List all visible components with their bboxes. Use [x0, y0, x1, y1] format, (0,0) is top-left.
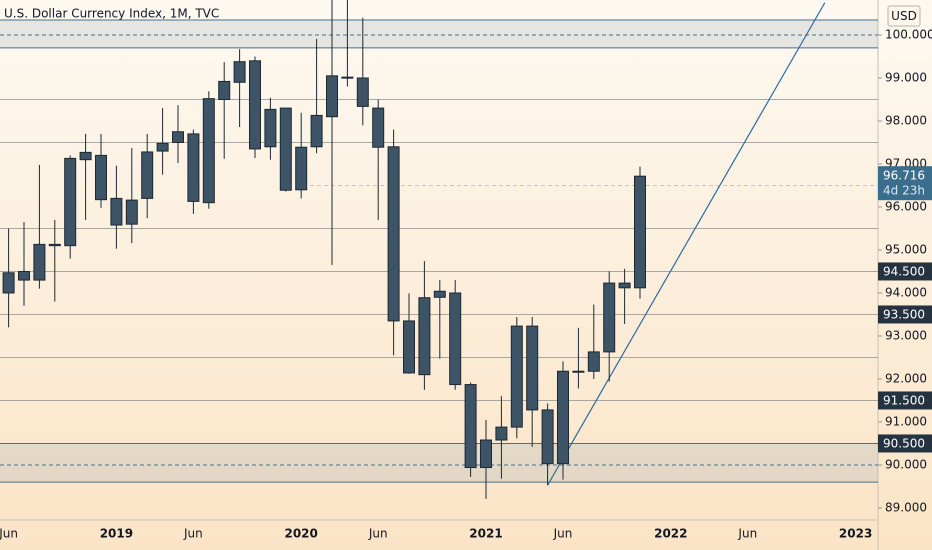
y-tick-label: 93.000: [885, 328, 927, 342]
countdown-label: 4d 23h: [883, 184, 925, 198]
zone: [0, 19, 878, 48]
candle-body: [79, 151, 92, 161]
candle-body: [526, 325, 539, 411]
candle-body: [634, 175, 646, 289]
candle-body: [387, 146, 400, 322]
y-tick-label: 90.000: [885, 457, 927, 471]
y-tick-label: 89.000: [885, 500, 927, 514]
candle-body: [541, 409, 554, 465]
candle-body: [418, 297, 431, 376]
y-tick-label: 96.000: [885, 199, 927, 213]
x-tick-label: 2021: [469, 527, 502, 541]
candle-body: [356, 77, 369, 107]
candle-body: [372, 107, 385, 148]
candle-body: [48, 243, 61, 247]
y-tick-label: 100.000: [885, 27, 932, 41]
candle-body: [172, 131, 184, 143]
price-label: 90.500: [883, 436, 925, 450]
zone: [0, 443, 878, 483]
y-tick-label: 94.000: [885, 285, 927, 299]
price-label: 91.500: [883, 393, 925, 407]
y-tick-label: 99.000: [885, 70, 927, 84]
candle-body: [603, 282, 616, 353]
candle-body: [279, 107, 292, 191]
y-tick-label: 92.000: [885, 371, 927, 385]
candle-body: [187, 133, 200, 202]
candle-body: [326, 75, 338, 118]
price-label: 94.500: [883, 264, 925, 278]
candle-body: [125, 199, 138, 225]
x-tick-label: 2022: [654, 527, 687, 541]
candle-body: [218, 80, 231, 100]
candle-body: [141, 151, 154, 199]
candle-body: [587, 351, 600, 372]
candle-body: [233, 61, 246, 83]
candle-body: [110, 197, 123, 226]
x-tick-label: Jun: [737, 527, 757, 541]
x-tick-label: 2019: [100, 527, 133, 541]
candle-body: [249, 60, 261, 150]
candle-body: [33, 243, 46, 281]
candle-body: [464, 384, 477, 469]
price-label-box: [878, 391, 932, 410]
candle-body: [433, 290, 446, 298]
x-tick-label: Jun: [368, 527, 388, 541]
candle-body: [572, 370, 585, 373]
candle-body: [480, 439, 492, 469]
y-tick-label: 98.000: [885, 113, 927, 127]
candle-body: [449, 292, 462, 386]
candle-body: [156, 142, 169, 152]
x-tick-label: 2023: [839, 527, 872, 541]
candle-body: [264, 108, 277, 148]
currency-label: USD: [891, 9, 917, 23]
price-label-box: [878, 434, 932, 453]
price-label-box: [878, 305, 932, 324]
last-price-label: 96.716: [883, 169, 925, 183]
candle-body: [341, 76, 354, 79]
candle-body: [403, 320, 415, 374]
candle-body: [95, 154, 107, 201]
trendline: [547, 2, 826, 486]
price-label-box: [878, 262, 932, 281]
candle-body: [510, 325, 523, 428]
plot-area: [0, 0, 878, 499]
candle-body: [310, 114, 323, 148]
candle-body: [618, 282, 631, 289]
candle-body: [557, 370, 569, 465]
candle-body: [18, 270, 30, 281]
y-tick-label: 91.000: [885, 414, 927, 428]
x-tick-label: Jun: [183, 527, 203, 541]
candle-body: [64, 157, 77, 247]
x-tick-label: Jun: [0, 527, 18, 541]
last-price-box: [878, 166, 932, 201]
x-tick-label: Jun: [553, 527, 573, 541]
x-tick-label: 2020: [284, 527, 317, 541]
price-label: 93.500: [883, 307, 925, 321]
candle-body: [495, 426, 508, 441]
chart-title: U.S. Dollar Currency Index, 1M, TVC: [4, 7, 219, 21]
currency-box: [887, 5, 921, 27]
candle-body: [202, 98, 215, 204]
candle-body: [2, 272, 15, 294]
y-tick-label: 95.000: [885, 242, 927, 256]
candle-body: [295, 146, 308, 191]
axes: 100.00099.00098.00097.00096.00095.00094.…: [0, 27, 932, 541]
